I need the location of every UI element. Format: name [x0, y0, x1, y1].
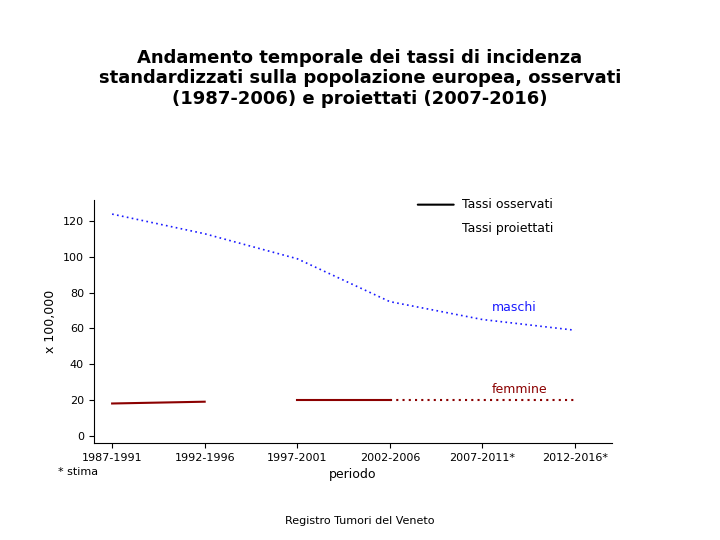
- Text: * stima: * stima: [58, 467, 98, 477]
- Text: Registro Tumori del Veneto: Registro Tumori del Veneto: [285, 516, 435, 526]
- Y-axis label: x 100,000: x 100,000: [44, 289, 57, 353]
- Text: maschi: maschi: [492, 301, 536, 314]
- Text: Tassi osservati: Tassi osservati: [462, 198, 552, 211]
- Text: Tassi proiettati: Tassi proiettati: [462, 222, 553, 235]
- Text: Andamento temporale dei tassi di incidenza
standardizzati sulla popolazione euro: Andamento temporale dei tassi di inciden…: [99, 49, 621, 108]
- X-axis label: periodo: periodo: [329, 468, 377, 481]
- Text: femmine: femmine: [492, 383, 547, 396]
